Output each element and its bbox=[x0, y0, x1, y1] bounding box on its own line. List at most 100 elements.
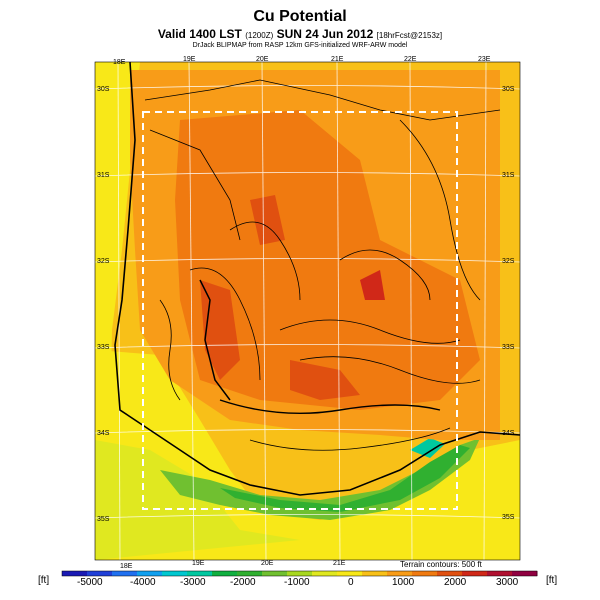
colorbar-tick-label: -5000 bbox=[77, 577, 103, 588]
lon-label-top: 23E bbox=[478, 56, 491, 63]
coastline bbox=[114, 62, 151, 431]
map-title: Cu Potential bbox=[253, 8, 347, 25]
colorbar-cell bbox=[337, 571, 363, 576]
colorbar-cell bbox=[387, 571, 413, 576]
lon-label-bottom: 21E bbox=[333, 560, 346, 567]
colorbar-cell bbox=[437, 571, 463, 576]
lat-label-left: 35S bbox=[97, 516, 110, 523]
colorbar-tick-label: -1000 bbox=[284, 577, 310, 588]
source-line: DrJack BLIPMAP from RASP 12km GFS-initia… bbox=[192, 42, 408, 49]
colorbar-cell bbox=[62, 571, 88, 576]
contour-north bbox=[144, 79, 501, 121]
colorbar-cell bbox=[187, 571, 213, 576]
colorbar-tick-label: -2000 bbox=[230, 577, 256, 588]
lon-label-top: 21E bbox=[331, 56, 344, 63]
parallel-33s bbox=[95, 344, 520, 349]
contour-h bbox=[399, 119, 481, 301]
colorbar-cell bbox=[212, 571, 238, 576]
hot-spot-3 bbox=[360, 270, 385, 300]
lat-label-left: 32S bbox=[97, 258, 110, 265]
meridian-23e bbox=[483, 62, 487, 560]
lat-label-right: 34S bbox=[502, 430, 515, 437]
colorbar-cell bbox=[162, 571, 188, 576]
lat-label-right: 31S bbox=[502, 172, 515, 179]
lon-label-bottom: 20E bbox=[261, 560, 274, 567]
contour-b bbox=[189, 267, 261, 381]
colorbar-cell bbox=[262, 571, 288, 576]
lat-label-left: 31S bbox=[97, 172, 110, 179]
valid-time-line: Valid 1400 LST (1200Z) SUN 24 Jun 2012 [… bbox=[0, 27, 600, 41]
meridian-20e bbox=[261, 62, 267, 560]
colorbar-unit-right: [ft] bbox=[546, 575, 558, 586]
lat-label-right: 30S bbox=[502, 86, 515, 93]
valid-prefix: Valid 1400 LST bbox=[157, 27, 242, 41]
valid-utc: (1200Z) bbox=[245, 31, 274, 40]
south-coast-band-inner bbox=[220, 445, 470, 512]
contour-escarpment bbox=[199, 279, 231, 401]
terrain-contours bbox=[114, 62, 520, 496]
map-field bbox=[95, 62, 520, 560]
colorbar-cells bbox=[62, 571, 538, 576]
inner-domain-box bbox=[142, 111, 458, 510]
contour-c bbox=[229, 221, 301, 301]
lat-label-left: 30S bbox=[97, 86, 110, 93]
parallel-35s bbox=[95, 514, 520, 519]
colorbar-cell bbox=[237, 571, 263, 576]
lat-label-left: 33S bbox=[97, 344, 110, 351]
colorbar-tick-label: 1000 bbox=[392, 577, 415, 588]
contour-g bbox=[159, 299, 181, 401]
parallel-31s bbox=[95, 172, 520, 177]
contour-f bbox=[219, 399, 441, 415]
colorbar-cell bbox=[87, 571, 113, 576]
meridian-21e bbox=[336, 62, 341, 560]
lat-label-left: 34S bbox=[97, 430, 110, 437]
colorbar-unit-left: [ft] bbox=[38, 575, 50, 586]
southwest-region bbox=[95, 440, 300, 560]
map-frame bbox=[94, 61, 521, 561]
lon-label-top: 22E bbox=[404, 56, 417, 63]
colorbar-tick-label: 0 bbox=[348, 577, 354, 588]
lon-label-top: 20E bbox=[256, 56, 269, 63]
colorbar-frame bbox=[61, 570, 538, 577]
coast-teal-patch bbox=[410, 438, 445, 458]
colorbar-cell bbox=[512, 571, 538, 576]
lat-label-right: 35S bbox=[502, 514, 515, 521]
colorbar-cell bbox=[462, 571, 488, 576]
lon-label-bottom: 19E bbox=[192, 560, 205, 567]
colorbar-cell bbox=[312, 571, 338, 576]
west-coast-region bbox=[95, 62, 140, 430]
lon-label-top: 19E bbox=[183, 56, 196, 63]
lon-label-bottom: 18E bbox=[120, 563, 133, 570]
forecast-info: [18hrFcst@2153z] bbox=[376, 31, 443, 40]
interior-high-region bbox=[175, 110, 480, 410]
colorbar-cell bbox=[137, 571, 163, 576]
colorbar-tick-label: -3000 bbox=[180, 577, 206, 588]
hot-spot-2 bbox=[290, 360, 360, 400]
hot-spot-4 bbox=[250, 195, 285, 245]
parallel-32s bbox=[95, 258, 520, 263]
meridian-22e bbox=[409, 62, 413, 560]
colorbar-cell bbox=[287, 571, 313, 576]
contour-j bbox=[249, 427, 451, 451]
south-coastline bbox=[149, 429, 520, 496]
valid-date: SUN 24 Jun 2012 bbox=[276, 27, 374, 41]
parallel-30s bbox=[95, 85, 520, 90]
contour-i bbox=[339, 249, 431, 301]
contour-a bbox=[149, 129, 241, 241]
meridian-18e bbox=[117, 62, 121, 560]
contour-d bbox=[279, 319, 461, 344]
lat-label-right: 32S bbox=[502, 258, 515, 265]
colorbar-tick-label: -4000 bbox=[130, 577, 156, 588]
lat-label-right: 33S bbox=[502, 344, 515, 351]
lon-label-top: 18E bbox=[113, 59, 126, 66]
colorbar-tick-label: 2000 bbox=[444, 577, 467, 588]
colorbar-cell bbox=[362, 571, 388, 576]
colorbar-tick-label: 3000 bbox=[496, 577, 519, 588]
colorbar-cell bbox=[412, 571, 438, 576]
terrain-contour-note: Terrain contours: 500 ft bbox=[400, 560, 482, 569]
colorbar-cell bbox=[487, 571, 513, 576]
contour-e bbox=[299, 356, 481, 384]
meridian-19e bbox=[188, 62, 195, 560]
